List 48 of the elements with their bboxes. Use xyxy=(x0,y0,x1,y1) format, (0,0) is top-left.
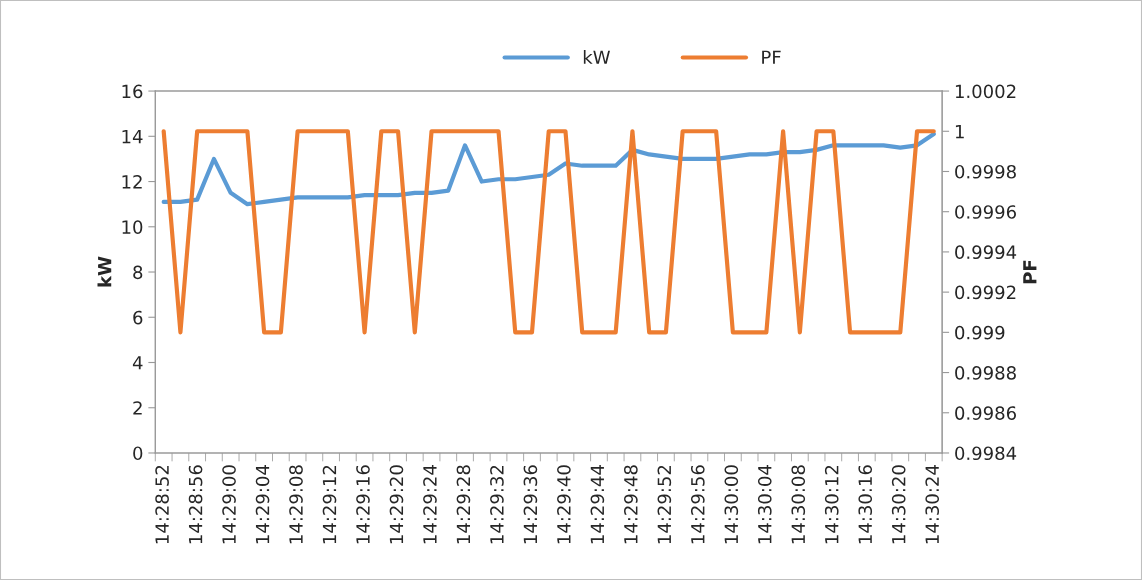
y-tick-label: 6 xyxy=(133,310,143,325)
x-tick-label: 14:30:12 xyxy=(824,465,839,544)
x-tick-label: 14:29:12 xyxy=(322,465,337,544)
x-tick-label: 14:29:00 xyxy=(222,465,236,544)
x-tick-label: 14:29:36 xyxy=(523,465,538,544)
x-tick-label: 14:29:08 xyxy=(289,465,303,544)
y-tick-label: 16 xyxy=(122,84,143,99)
y2-tick-label: 1.0002 xyxy=(955,84,1016,99)
y2-tick-label: 0.9992 xyxy=(955,285,1016,300)
x-tick-label: 14:29:48 xyxy=(624,465,638,544)
y-tick-label: 14 xyxy=(122,130,143,144)
x-tick-label: 14:30:08 xyxy=(791,465,806,544)
y2-tick-label: 0.9998 xyxy=(955,164,1016,179)
x-tick-label: 14:29:24 xyxy=(423,465,437,544)
y-tick-label: 4 xyxy=(132,356,143,370)
x-tick-label: 14:29:44 xyxy=(590,465,605,544)
x-tick-label: 14:29:16 xyxy=(356,465,370,544)
y-tick-label: 12 xyxy=(122,175,142,189)
y2-tick-label: 1 xyxy=(955,124,964,139)
y2-tick-label: 0.9996 xyxy=(955,205,1016,219)
x-tick-label: 14:30:24 xyxy=(925,465,940,544)
line-series xyxy=(161,131,936,207)
y-tick-label: 2 xyxy=(133,401,142,415)
y2-tick-label: 0.9988 xyxy=(955,366,1016,380)
y-tick-label: 8 xyxy=(133,265,143,280)
x-tick-label: 14:29:04 xyxy=(255,465,270,544)
y2-tick-label: 0.9984 xyxy=(955,446,1017,461)
y-tick-label: 0 xyxy=(133,446,143,461)
x-tick-label: 14:28:56 xyxy=(188,465,203,544)
x-tick-label: 14:29:32 xyxy=(490,465,504,544)
y-tick-label: 10 xyxy=(122,220,143,234)
x-tick-label: 14:28:52 xyxy=(155,465,169,544)
x-tick-label: 14:29:56 xyxy=(690,465,705,544)
x-tick-label: 14:29:28 xyxy=(456,465,471,544)
legend-label: PF xyxy=(762,50,781,64)
x-tick-label: 14:29:20 xyxy=(389,465,404,544)
x-tick-label: 14:29:40 xyxy=(557,465,571,544)
x-tick-label: 14:30:20 xyxy=(891,465,906,544)
y2-tick-label: 0.9994 xyxy=(955,245,1017,260)
x-tick-label: 14:29:52 xyxy=(657,465,672,544)
x-tick-label: 14:30:00 xyxy=(724,465,739,544)
y2-tick-label: 0.9986 xyxy=(955,406,1016,420)
x-tick-label: 14:30:04 xyxy=(757,465,772,544)
x-tick-label: 14:30:16 xyxy=(858,465,873,544)
y2-tick-label: 0.999 xyxy=(955,325,1005,340)
legend-label: kW xyxy=(583,50,610,64)
y-axis-title: kW xyxy=(97,256,112,287)
y2-axis-title: PF xyxy=(1023,260,1037,284)
